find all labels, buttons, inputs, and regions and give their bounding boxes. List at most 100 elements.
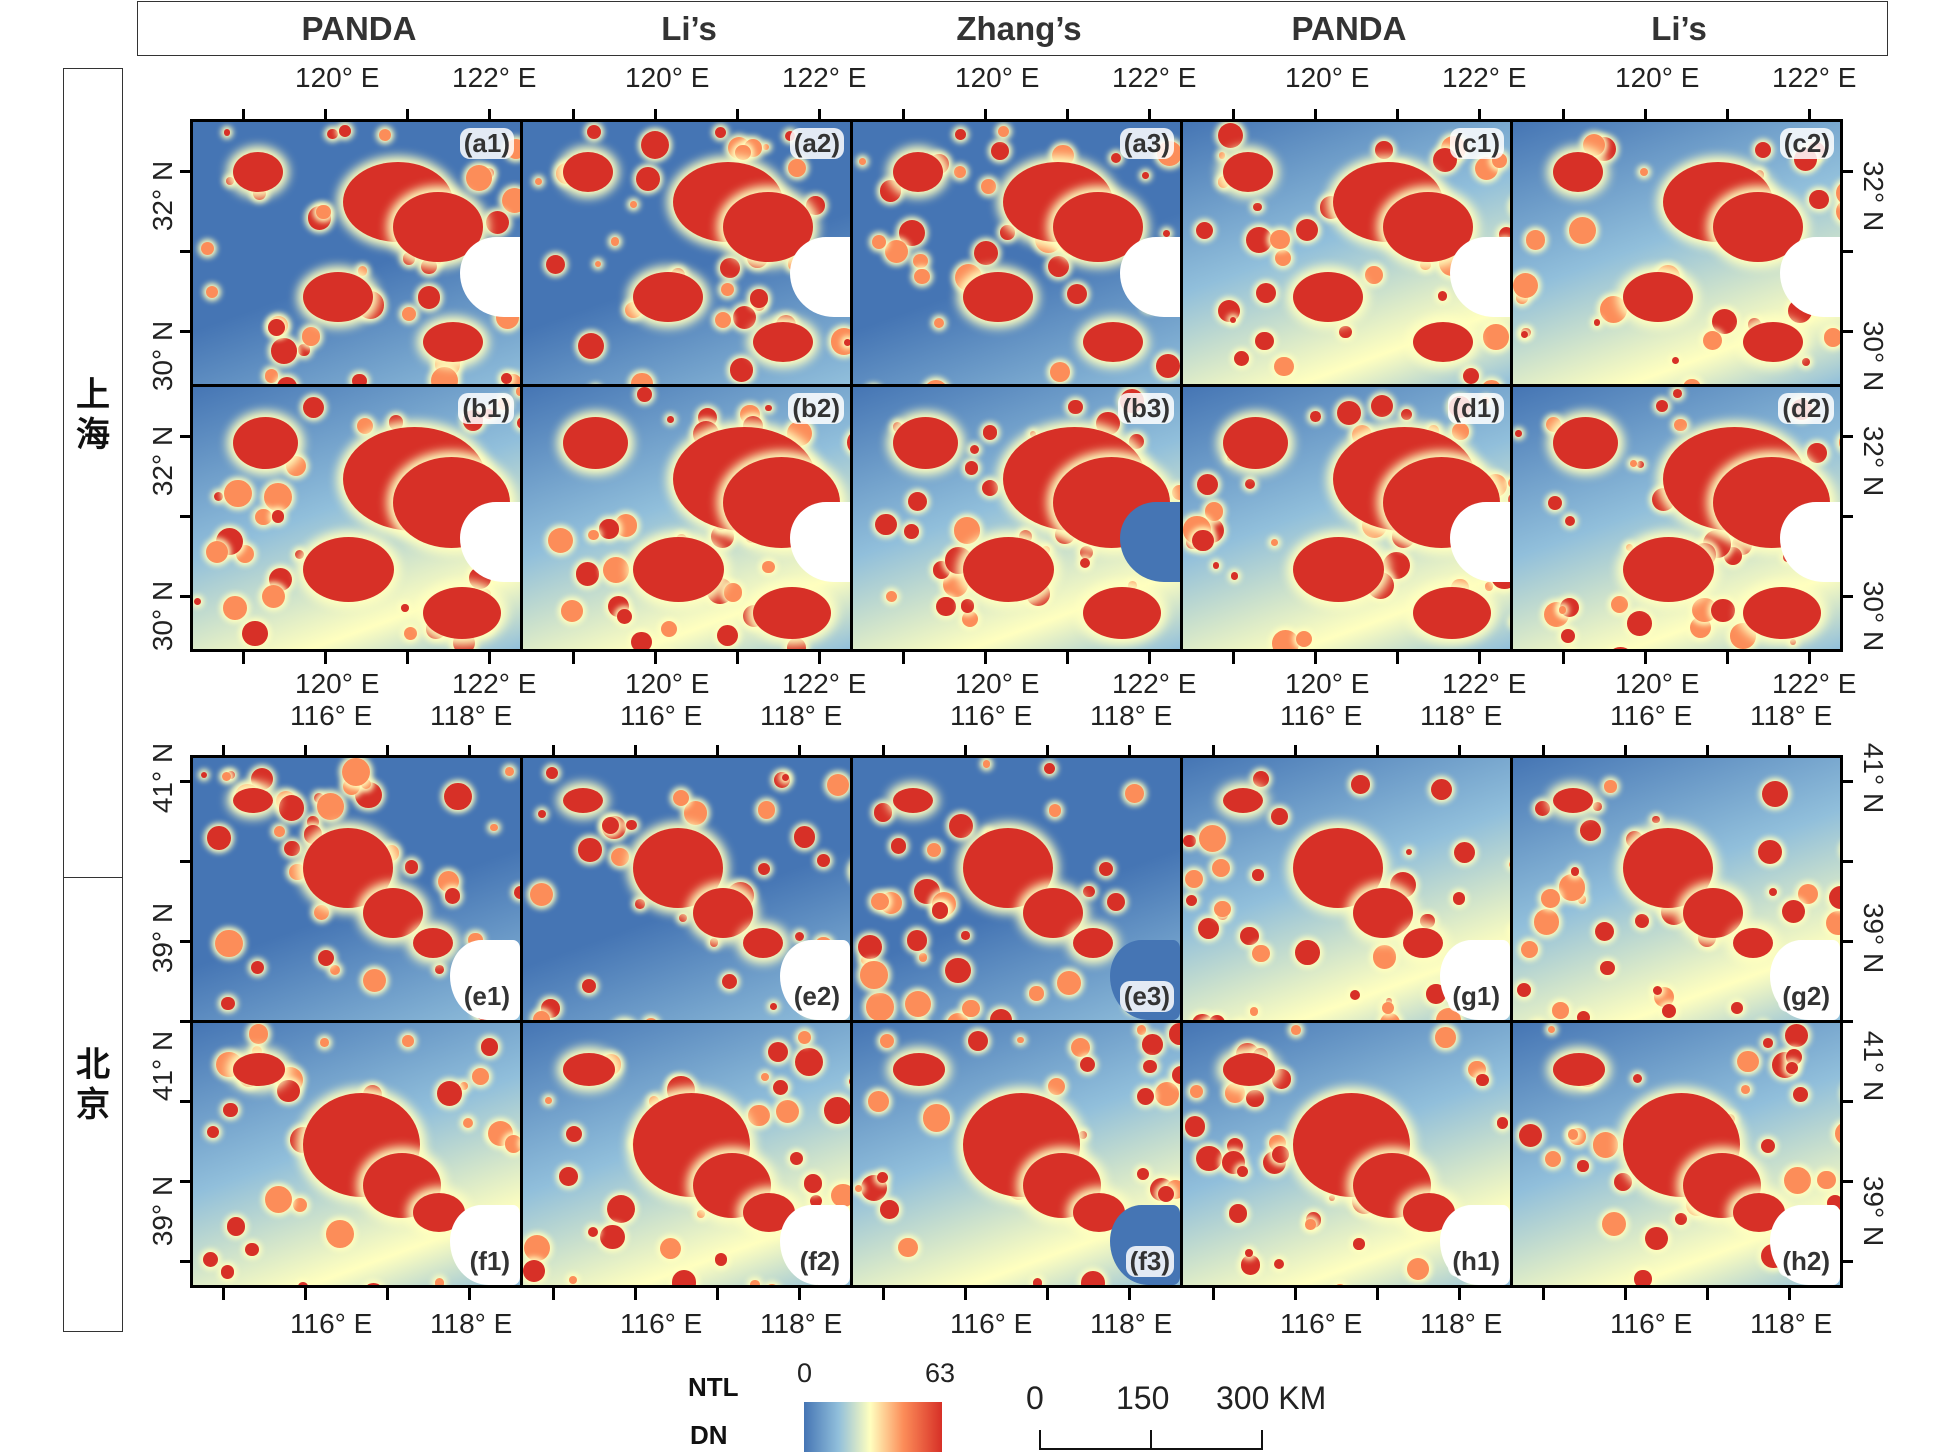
light-spot: [723, 583, 743, 602]
light-spot: [207, 1126, 220, 1139]
light-spot: [1349, 989, 1361, 1001]
light-spot: [264, 369, 278, 383]
axis-tick: [1644, 652, 1647, 664]
light-spot: [1508, 477, 1510, 488]
urban-cluster: [1223, 152, 1273, 192]
light-spot: [400, 604, 409, 612]
lon-label-sh-bottom: 122° E: [1772, 668, 1857, 699]
urban-cluster: [1353, 888, 1413, 938]
urban-cluster: [1083, 587, 1161, 639]
light-spot: [1183, 834, 1197, 848]
scale-label-0: 0: [1026, 1380, 1044, 1416]
lon-label-sh-bottom: 122° E: [1442, 668, 1527, 699]
light-spot: [775, 1099, 800, 1124]
light-spot: [1252, 770, 1269, 787]
light-spot: [714, 126, 727, 139]
axis-tick: [1148, 109, 1151, 119]
panel-label: (a1): [459, 128, 514, 159]
light-spot: [444, 782, 472, 811]
column-title-li-1: Li’s: [661, 10, 717, 47]
lon-label-bj-top: 118° E: [760, 700, 843, 731]
light-spot: [514, 885, 520, 900]
light-spot: [973, 240, 999, 265]
light-spot: [1483, 324, 1509, 351]
urban-cluster: [233, 152, 283, 192]
light-spot: [1057, 970, 1081, 995]
light-spot: [1435, 1008, 1462, 1020]
urban-cluster: [423, 587, 501, 639]
light-spot: [1136, 1168, 1149, 1181]
light-spot: [1762, 780, 1789, 807]
light-spot: [1335, 1283, 1346, 1285]
light-spot: [1625, 543, 1633, 551]
light-spot: [1509, 860, 1510, 868]
light-spot: [831, 1183, 850, 1208]
light-spot: [1577, 895, 1587, 904]
light-spot: [1652, 815, 1660, 824]
light-spot: [271, 338, 297, 364]
light-spot: [1328, 1194, 1336, 1202]
light-spot: [1632, 1073, 1642, 1084]
light-spot: [1763, 1038, 1773, 1048]
light-spot: [953, 517, 981, 545]
light-spot: [226, 177, 235, 186]
light-spot: [678, 914, 687, 923]
light-spot: [1274, 356, 1295, 377]
light-spot: [1467, 1060, 1486, 1079]
light-spot: [1245, 1249, 1254, 1258]
light-spot: [1566, 649, 1577, 652]
light-spot: [877, 1171, 889, 1183]
light-spot: [1420, 913, 1435, 929]
light-spot: [1430, 778, 1453, 801]
urban-cluster: [633, 537, 724, 602]
light-spot: [757, 801, 776, 819]
axis-tick: [902, 109, 905, 119]
light-spot: [1558, 874, 1586, 901]
light-spot: [1786, 1061, 1799, 1075]
light-spot: [983, 760, 991, 768]
urban-cluster: [753, 322, 813, 362]
light-spot: [1582, 134, 1605, 157]
urban-cluster: [633, 272, 703, 322]
light-spot: [501, 188, 520, 214]
axis-tick: [1066, 109, 1069, 119]
light-spot: [789, 1151, 803, 1165]
lon-label-sh-top: 122° E: [1442, 62, 1527, 93]
axis-tick: [1066, 652, 1069, 664]
lon-label-sh-top: 120° E: [955, 62, 1040, 93]
light-spot: [843, 339, 850, 347]
light-spot: [1634, 914, 1649, 929]
axis-tick: [1562, 652, 1565, 664]
light-spot: [444, 887, 461, 904]
light-spot: [914, 268, 930, 284]
light-spot: [989, 1009, 1013, 1020]
light-spot: [1683, 379, 1701, 384]
light-spot: [1205, 502, 1224, 521]
light-spot: [770, 1003, 778, 1010]
light-spot: [1526, 230, 1546, 250]
light-spot: [960, 599, 974, 613]
light-spot: [1740, 1084, 1750, 1094]
axis-tick: [180, 1180, 190, 1183]
light-spot: [1541, 889, 1560, 909]
map-panel-f1: (f1): [190, 1020, 523, 1288]
light-spot: [595, 260, 602, 267]
light-spot: [697, 1210, 705, 1218]
light-spot: [1218, 152, 1226, 160]
light-spot: [1757, 840, 1782, 865]
light-spot: [907, 492, 927, 512]
light-spot: [242, 620, 268, 647]
light-spot: [1476, 1074, 1489, 1087]
axis-tick: [1843, 1260, 1853, 1263]
axis-tick: [1046, 745, 1049, 755]
light-spot: [809, 1194, 823, 1208]
axis-tick: [406, 652, 409, 664]
light-spot: [729, 358, 754, 383]
light-spot: [1435, 1027, 1456, 1048]
axis-tick: [902, 652, 905, 664]
light-spot: [947, 1012, 970, 1020]
light-spot: [205, 540, 228, 564]
light-spot: [1125, 783, 1144, 803]
urban-cluster: [1293, 272, 1363, 322]
light-spot: [402, 1034, 415, 1047]
